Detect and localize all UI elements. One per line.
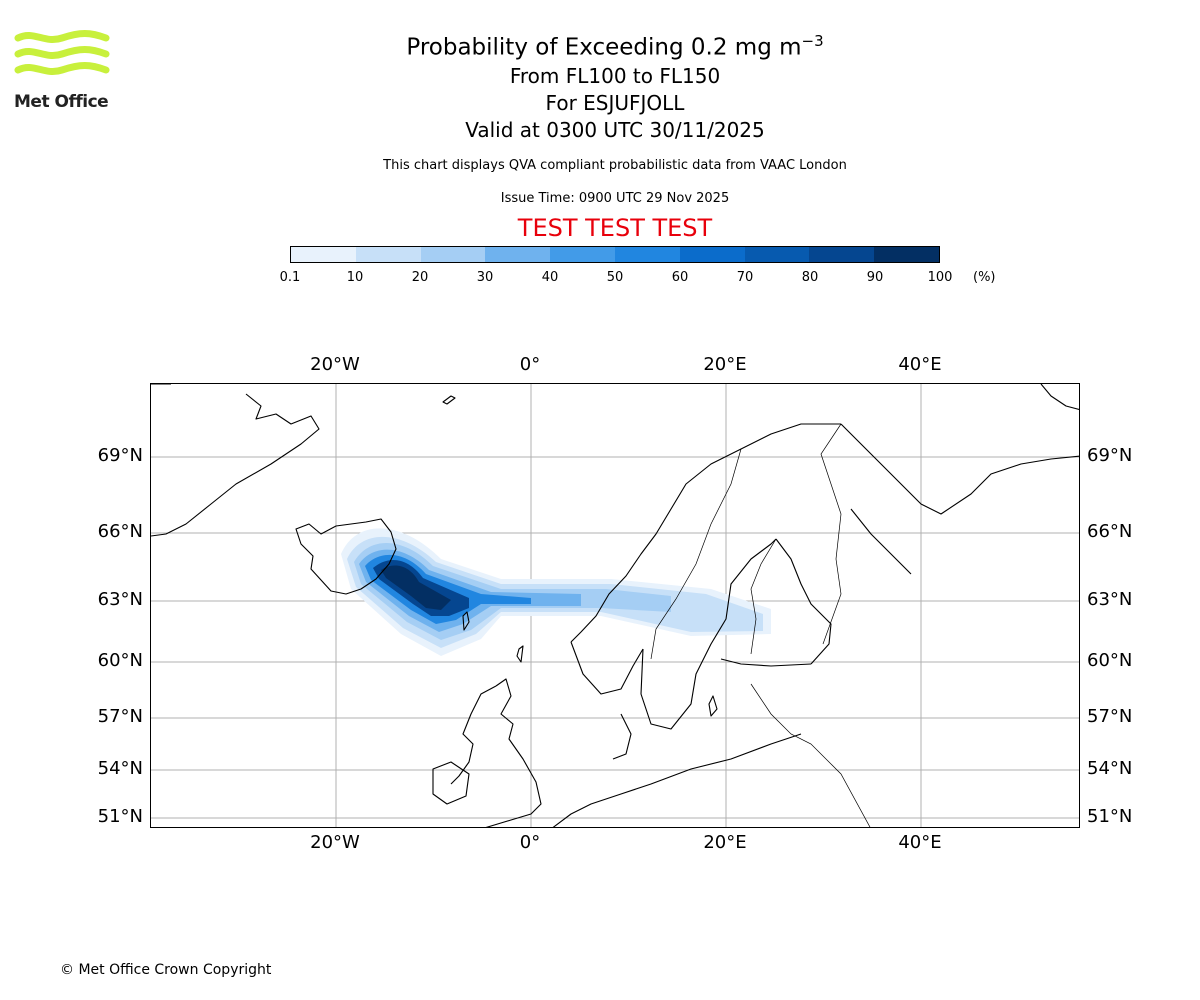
coast-sweden (640, 538, 777, 730)
coast-white-sea (850, 508, 912, 575)
colorbar-segment (744, 247, 810, 262)
ash-probability-plume (341, 528, 771, 656)
lon-label: 20°E (703, 832, 747, 853)
lat-label: 63°N (97, 589, 143, 610)
colorbar-segment (420, 247, 486, 262)
colorbar (290, 246, 940, 263)
border-norway-sweden (650, 448, 742, 660)
lat-label: 57°N (97, 706, 143, 727)
lon-label: 0° (519, 832, 541, 853)
coast-ireland (432, 761, 470, 805)
colorbar-segment (355, 247, 421, 262)
colorbar-tick-label: 10 (346, 270, 364, 285)
gridlines (151, 384, 1079, 827)
colorbar-tick-label: 40 (541, 270, 559, 285)
coast-continent (552, 733, 802, 827)
coast-faroe (462, 611, 470, 631)
title-exponent: −3 (801, 32, 824, 50)
coast-britain-west (450, 685, 497, 785)
colorbar-segment (485, 247, 551, 262)
colorbar-tick-label: 70 (736, 270, 754, 285)
colorbar-tick-label: 0.1 (279, 270, 301, 285)
plume-band-90-100 (381, 565, 451, 610)
colorbar-tick-label: 50 (606, 270, 624, 285)
colorbar-tick-label: 100 (927, 270, 953, 285)
colorbar-tick-label: 80 (801, 270, 819, 285)
lat-label: 69°N (1087, 445, 1133, 466)
met-office-waves-icon (14, 30, 110, 75)
colorbar-tick-label: 90 (866, 270, 884, 285)
lon-label: 40°E (898, 354, 942, 375)
lon-label: 0° (519, 354, 541, 375)
colorbar-tick-label: 20 (411, 270, 429, 285)
border-finland-russia (820, 423, 842, 645)
test-banner: TEST TEST TEST (517, 214, 713, 242)
coast-norway-south (570, 641, 644, 695)
source-note: This chart displays QVA compliant probab… (383, 158, 847, 173)
lat-label: 66°N (97, 521, 143, 542)
title-text: Probability of Exceeding 0.2 mg m (406, 34, 802, 61)
issue-time: Issue Time: 0900 UTC 29 Nov 2025 (500, 191, 730, 206)
border-sweden-finland (750, 538, 777, 655)
lat-label: 51°N (1087, 806, 1133, 827)
colorbar-segment (874, 247, 939, 262)
copyright: © Met Office Crown Copyright (60, 962, 272, 978)
volcano-name: For ESJUFJOLL (545, 90, 685, 115)
logo-text: Met Office (14, 92, 109, 112)
colorbar-segment (809, 247, 875, 262)
coast-iceland (295, 518, 397, 595)
level-range: From FL100 to FL150 (509, 63, 721, 88)
lat-label: 69°N (97, 445, 143, 466)
lon-label: 20°W (310, 832, 360, 853)
colorbar-segment (679, 247, 745, 262)
coast-gulf-finland (720, 658, 812, 667)
coast-arctic-ne (1040, 384, 1079, 411)
lat-label: 60°N (1087, 650, 1133, 671)
valid-time: Valid at 0300 UTC 30/11/2025 (465, 117, 765, 142)
lat-label: 57°N (1087, 706, 1133, 727)
coast-finland (775, 538, 832, 665)
coast-britain-east (485, 678, 542, 827)
lon-label: 40°E (898, 832, 942, 853)
lat-label: 54°N (1087, 758, 1133, 779)
colorbar-segment (291, 247, 356, 262)
coast-shetland (516, 645, 524, 663)
colorbar-segment (550, 247, 615, 262)
map-svg (151, 384, 1079, 827)
lat-label: 66°N (1087, 521, 1133, 542)
coast-denmark (612, 713, 632, 760)
title-block: Probability of Exceeding 0.2 mg m−3 From… (315, 26, 915, 144)
lat-label: 60°N (97, 650, 143, 671)
lat-label: 51°N (97, 806, 143, 827)
country-borders (650, 423, 871, 827)
colorbar-unit: (%) (973, 270, 996, 285)
colorbar-segment (614, 247, 680, 262)
coast-greenland (151, 393, 320, 537)
coast-norway-west (570, 423, 841, 643)
colorbar-tick-label: 60 (671, 270, 689, 285)
met-office-logo: Met Office (14, 30, 110, 114)
coast-kola (840, 423, 1079, 515)
colorbar-tick-label: 30 (476, 270, 494, 285)
lon-label: 20°E (703, 354, 747, 375)
lat-label: 63°N (1087, 589, 1133, 610)
coastlines (151, 384, 1079, 827)
map-panel (150, 383, 1080, 828)
chart-title: Probability of Exceeding 0.2 mg m−3 (315, 26, 915, 63)
lon-label: 20°W (310, 354, 360, 375)
coast-jan-mayen (442, 395, 456, 405)
lat-label: 54°N (97, 758, 143, 779)
border-baltic-states (750, 683, 871, 827)
coast-gotland (708, 695, 718, 717)
